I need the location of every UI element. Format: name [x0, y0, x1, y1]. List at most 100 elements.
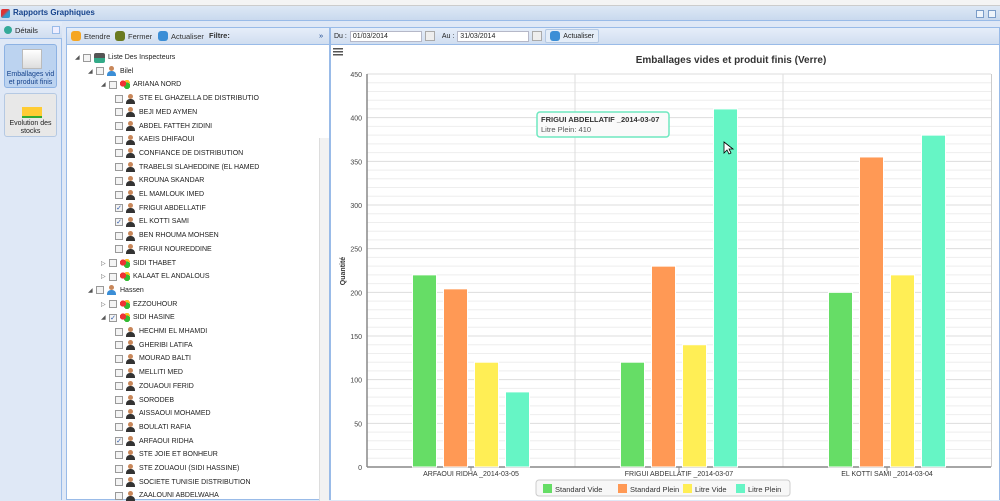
expand-arrow-icon[interactable]: ▷: [101, 260, 106, 267]
tree-node[interactable]: TRABELSI SLAHEDDINE (EL HAMED: [115, 161, 259, 174]
expand-arrow-icon[interactable]: ▷: [101, 274, 106, 281]
nav-item-emballages[interactable]: Emballages vid et produit finis: [4, 44, 57, 88]
tree-node[interactable]: FRIGUI NOUREDDINE: [115, 243, 212, 256]
collapse-arrow-icon[interactable]: ◢: [88, 68, 93, 75]
tree-checkbox[interactable]: [115, 122, 123, 130]
tree-checkbox[interactable]: [115, 176, 123, 185]
nav-item-evolution[interactable]: Evolution des stocks: [4, 93, 57, 137]
tree-node[interactable]: ✓ EL KOTTI SAMI: [115, 215, 189, 228]
tree-checkbox[interactable]: [115, 368, 123, 377]
tree-checkbox[interactable]: [115, 149, 123, 158]
tree-checkbox[interactable]: ✓: [115, 217, 123, 226]
to-date-input[interactable]: 31/03/2014: [457, 30, 530, 42]
tree-node[interactable]: ZOUAOUI FERID: [115, 380, 194, 393]
tree-node[interactable]: ◢ Bilel: [88, 65, 133, 78]
tree-checkbox[interactable]: [115, 163, 123, 172]
maximize-button[interactable]: [988, 10, 996, 18]
tree-checkbox[interactable]: [115, 478, 123, 487]
tree-node[interactable]: MELLITI MED: [115, 366, 183, 379]
tree-node[interactable]: ◢ Hassen: [88, 284, 144, 297]
tree-checkbox[interactable]: [115, 190, 123, 199]
tree-checkbox[interactable]: [115, 450, 123, 459]
expand-button[interactable]: Etendre: [71, 31, 110, 41]
collapse-arrow-icon[interactable]: ◢: [101, 82, 106, 89]
calendar-icon[interactable]: [424, 31, 435, 41]
tree-checkbox[interactable]: [115, 464, 123, 473]
tree-checkbox[interactable]: [115, 94, 123, 103]
tree-node[interactable]: ▷ SIDI THABET: [101, 257, 176, 270]
tree-checkbox[interactable]: [115, 382, 123, 391]
tree-checkbox[interactable]: [115, 409, 123, 418]
tree-checkbox[interactable]: [109, 259, 117, 267]
client-icon: [126, 93, 135, 104]
chart-refresh-button[interactable]: Actualiser: [545, 29, 600, 43]
tree-node[interactable]: CONFIANCE DE DISTRIBUTION: [115, 147, 243, 160]
tree-node[interactable]: BEN RHOUMA MOHSEN: [115, 229, 219, 242]
tree-node-label: MELLITI MED: [139, 369, 183, 377]
tree-checkbox[interactable]: [115, 341, 123, 350]
tree-node[interactable]: KAEIS DHIFAOUI: [115, 133, 195, 146]
tree-node[interactable]: STE JOIE ET BONHEUR: [115, 448, 218, 461]
tree-node[interactable]: GHERIBI LATIFA: [115, 339, 193, 352]
tree-checkbox[interactable]: [96, 286, 104, 295]
tree-node[interactable]: SORODEB: [115, 394, 174, 407]
tree-refresh-button[interactable]: Actualiser: [158, 31, 204, 41]
more-icon[interactable]: »: [319, 31, 324, 40]
tree-checkbox[interactable]: [115, 423, 123, 432]
refresh-label: Actualiser: [171, 31, 204, 41]
tree-node[interactable]: ▷ KALAAT EL ANDALOUS: [101, 270, 210, 283]
collapse-button[interactable]: [52, 26, 60, 34]
tree-node-label: STE EL GHAZELLA DE DISTRIBUTIO: [139, 95, 259, 103]
expand-arrow-icon[interactable]: ▷: [101, 301, 106, 308]
minimize-button[interactable]: [976, 10, 984, 18]
tree-node[interactable]: BOULATI RAFIA: [115, 421, 191, 434]
tree-checkbox[interactable]: [115, 135, 123, 144]
tree-checkbox[interactable]: [109, 272, 117, 281]
tree-node[interactable]: KROUNA SKANDAR: [115, 174, 204, 187]
tree-checkbox[interactable]: [109, 300, 117, 309]
collapse-all-button[interactable]: Fermer: [115, 31, 152, 41]
tree-node[interactable]: ◢ Liste Des Inspecteurs: [75, 51, 175, 64]
tree-node-label: FRIGUI ABDELLATIF: [139, 204, 206, 212]
y-axis-label: Quantité: [340, 257, 347, 285]
calendar-icon[interactable]: [532, 31, 543, 41]
tree-checkbox[interactable]: [115, 396, 123, 404]
nav-item-label: Emballages vid et produit finis: [6, 71, 55, 86]
tree-scrollbar[interactable]: [319, 138, 329, 501]
tree-node[interactable]: MOURAD BALTI: [115, 352, 191, 365]
tree-checkbox[interactable]: ✓: [109, 313, 117, 322]
tree-checkbox[interactable]: [96, 67, 104, 76]
collapse-arrow-icon[interactable]: ◢: [75, 55, 80, 61]
collapse-arrow-icon[interactable]: ◢: [88, 287, 93, 294]
tree-checkbox[interactable]: [115, 108, 123, 117]
tree-node[interactable]: SOCIETE TUNISIE DISTRIBUTION: [115, 476, 251, 489]
tree-checkbox[interactable]: [115, 354, 123, 363]
tree-checkbox[interactable]: [115, 245, 123, 254]
tree-node[interactable]: EL MAMLOUK IMED: [115, 188, 204, 201]
tree-checkbox[interactable]: [115, 231, 123, 240]
tree-checkbox[interactable]: [115, 491, 123, 500]
left-nav-panel: Détails Emballages vid et produit finis …: [0, 22, 62, 500]
tree-node[interactable]: ABDEL FATTEH ZIDINI: [115, 120, 212, 133]
tree-node[interactable]: STE ZOUAOUI (SIDI HASSINE): [115, 462, 239, 475]
from-date-input[interactable]: 01/03/2014: [349, 30, 422, 42]
collapse-arrow-icon[interactable]: ◢: [101, 315, 106, 322]
tree-node[interactable]: ✓ ARFAOUI RIDHA: [115, 435, 193, 448]
tree-node[interactable]: ✓ FRIGUI ABDELLATIF: [115, 202, 206, 215]
tree-node[interactable]: ◢ ARIANA NORD: [101, 78, 181, 91]
tree-node[interactable]: AISSAOUI MOHAMED: [115, 407, 211, 420]
tree-checkbox[interactable]: [83, 53, 91, 62]
tree-node[interactable]: ◢ ✓ SIDI HASINE: [101, 311, 175, 324]
tree-checkbox[interactable]: [115, 327, 123, 336]
expand-label: Etendre: [84, 31, 111, 41]
tree-node[interactable]: BEJI MED AYMEN: [115, 106, 197, 119]
tree-checkbox[interactable]: ✓: [115, 437, 123, 446]
tree-checkbox[interactable]: [109, 80, 117, 89]
client-icon: [126, 175, 135, 186]
tree-node[interactable]: ZAALOUNI ABDELWAHA: [115, 489, 219, 501]
bar-litre-plein: [713, 108, 738, 468]
tree-node[interactable]: HECHMI EL MHAMDI: [115, 325, 207, 338]
tree-node[interactable]: STE EL GHAZELLA DE DISTRIBUTIO: [115, 92, 259, 105]
tree-node[interactable]: ▷ EZZOUHOUR: [101, 298, 177, 311]
tree-checkbox[interactable]: ✓: [115, 204, 123, 213]
